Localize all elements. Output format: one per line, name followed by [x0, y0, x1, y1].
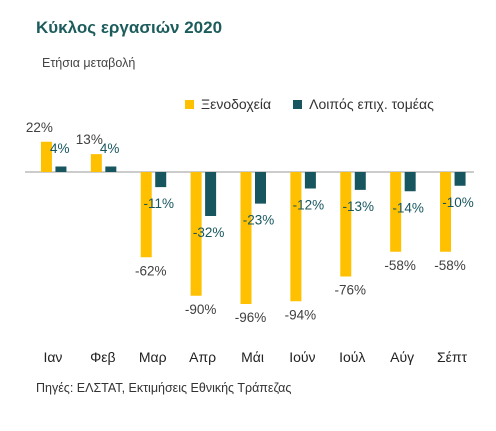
category-label-8: Σέπτ	[437, 349, 468, 365]
bar-hotels-2	[140, 172, 152, 258]
value-label-other-business-1: 4%	[100, 141, 120, 156]
category-label-0: Ιαν	[43, 349, 62, 365]
legend-item-other-business: Λοιπός επιχ. τομέας	[293, 96, 434, 112]
bar-hotels-1	[90, 154, 102, 172]
bar-hotels-3	[190, 172, 202, 296]
bar-hotels-0	[40, 141, 52, 172]
bar-other-business-6	[354, 172, 366, 190]
value-label-other-business-7: -14%	[392, 200, 424, 215]
value-label-other-business-2: -11%	[143, 196, 174, 211]
value-label-hotels-8: -58%	[434, 258, 466, 273]
value-label-other-business-8: -10%	[442, 195, 474, 210]
category-label-3: Απρ	[189, 349, 216, 365]
value-label-other-business-5: -12%	[293, 198, 325, 213]
value-label-hotels-6: -76%	[335, 283, 367, 298]
bar-other-business-5	[304, 172, 316, 189]
value-label-other-business-0: 4%	[50, 141, 70, 156]
legend-label-hotels: Ξενοδοχεία	[201, 96, 272, 112]
value-label-hotels-5: -94%	[285, 307, 317, 322]
bar-other-business-3	[205, 172, 217, 216]
source-note: Πηγές: ΕΛΣΤΑΤ, Εκτιμήσεις Εθνικής Τράπεζ…	[36, 381, 292, 395]
value-label-hotels-7: -58%	[384, 258, 416, 273]
value-label-other-business-3: -32%	[193, 225, 225, 240]
bar-other-business-1	[105, 166, 117, 172]
bar-hotels-5	[290, 172, 302, 302]
legend-label-other-business: Λοιπός επιχ. τομέας	[309, 96, 434, 112]
bar-hotels-8	[440, 172, 452, 252]
bar-hotels-7	[390, 172, 402, 252]
bar-other-business-4	[255, 172, 266, 204]
value-label-other-business-4: -23%	[243, 213, 275, 228]
value-label-hotels-3: -90%	[185, 302, 217, 317]
category-label-1: Φεβ	[90, 349, 115, 365]
bar-other-business-2	[155, 172, 167, 188]
bar-hotels-6	[340, 172, 352, 277]
legend-swatch-other-business	[293, 99, 303, 109]
bar-other-business-0	[55, 166, 67, 172]
chart-legend: Ξενοδοχεία Λοιπός επιχ. τομέας	[185, 96, 456, 112]
category-label-7: Αύγ	[390, 349, 414, 365]
value-label-hotels-2: -62%	[135, 263, 167, 278]
value-label-hotels-4: -96%	[235, 310, 267, 325]
bar-other-business-8	[454, 172, 466, 186]
chart-subtitle: Ετήσια μεταβολή	[42, 56, 136, 70]
bar-hotels-4	[240, 172, 252, 304]
value-label-hotels-1: 13%	[76, 132, 103, 147]
chart-title: Κύκλος εργασιών 2020	[36, 18, 223, 37]
category-label-2: Μαρ	[139, 349, 167, 365]
legend-item-hotels: Ξενοδοχεία	[185, 96, 271, 112]
category-label-5: Ιούν	[289, 349, 315, 365]
bar-other-business-7	[404, 172, 416, 192]
category-label-6: Ιούλ	[339, 349, 365, 365]
value-label-other-business-6: -13%	[343, 199, 375, 214]
value-label-hotels-0: 22%	[26, 120, 53, 135]
category-label-4: Μάι	[241, 349, 264, 365]
legend-swatch-hotels	[185, 99, 194, 109]
